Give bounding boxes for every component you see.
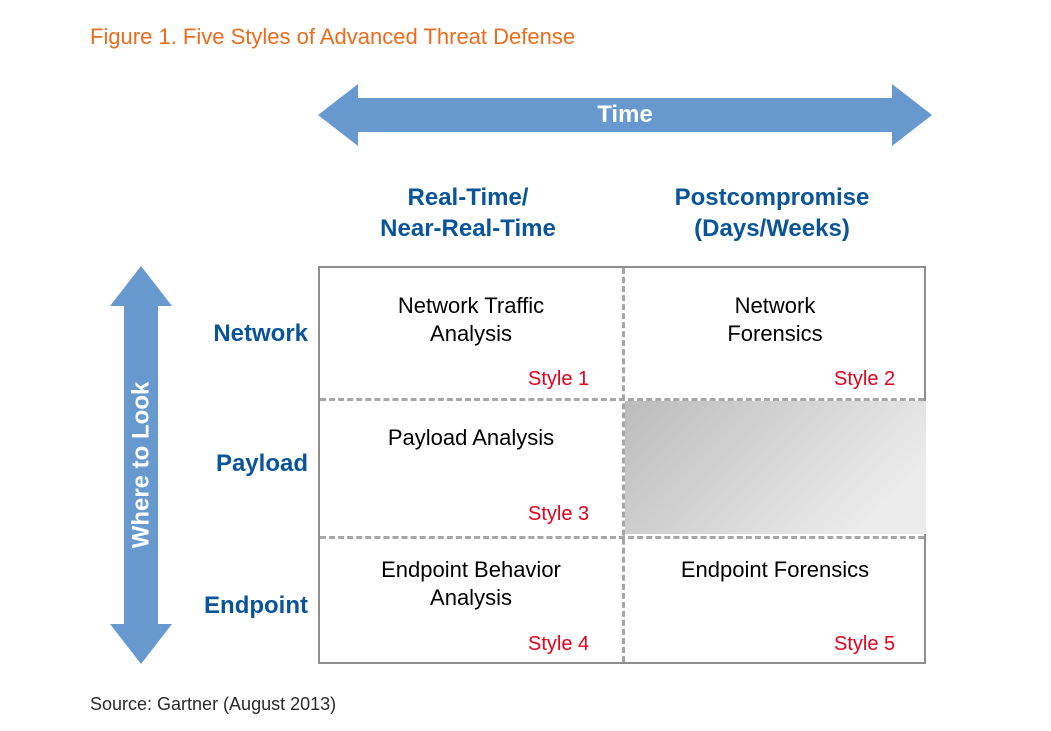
grid-horizontal-divider-1 [320, 398, 924, 401]
row-label-network: Network [183, 320, 308, 348]
arrow-down-head-icon [110, 624, 172, 664]
column-header-postcompromise: Postcompromise(Days/Weeks) [622, 182, 922, 244]
cell-network-postcompromise-label: NetworkForensics [624, 292, 926, 348]
cell-network-postcompromise-style: Style 2 [834, 368, 895, 391]
column-header-realtime: Real-Time/Near-Real-Time [318, 182, 618, 244]
arrow-left-head-icon [318, 84, 358, 146]
row-label-payload: Payload [183, 450, 308, 478]
where-to-look-axis-arrow: Where to Look [110, 266, 172, 664]
where-to-look-axis-label: Where to Look [127, 382, 155, 549]
cell-endpoint-postcompromise-label: Endpoint Forensics [624, 556, 926, 584]
time-axis-arrow: Time [318, 84, 932, 146]
cell-endpoint-realtime-label: Endpoint BehaviorAnalysis [320, 556, 622, 612]
source-attribution: Source: Gartner (August 2013) [90, 694, 336, 715]
cell-payload-realtime-label: Payload Analysis [320, 424, 622, 452]
cell-payload-postcompromise-shaded [625, 401, 926, 534]
cell-endpoint-realtime-style: Style 4 [528, 633, 589, 656]
grid-horizontal-divider-2 [320, 536, 924, 539]
matrix-grid: Network TrafficAnalysis Style 1 NetworkF… [318, 266, 926, 664]
arrow-up-head-icon [110, 266, 172, 306]
cell-network-realtime-label: Network TrafficAnalysis [320, 292, 622, 348]
figure-title: Figure 1. Five Styles of Advanced Threat… [90, 24, 575, 50]
cell-endpoint-postcompromise-style: Style 5 [834, 633, 895, 656]
arrow-right-head-icon [892, 84, 932, 146]
row-label-endpoint: Endpoint [183, 592, 308, 620]
cell-payload-realtime-style: Style 3 [528, 503, 589, 526]
time-axis-label: Time [356, 98, 894, 132]
cell-network-realtime-style: Style 1 [528, 368, 589, 391]
